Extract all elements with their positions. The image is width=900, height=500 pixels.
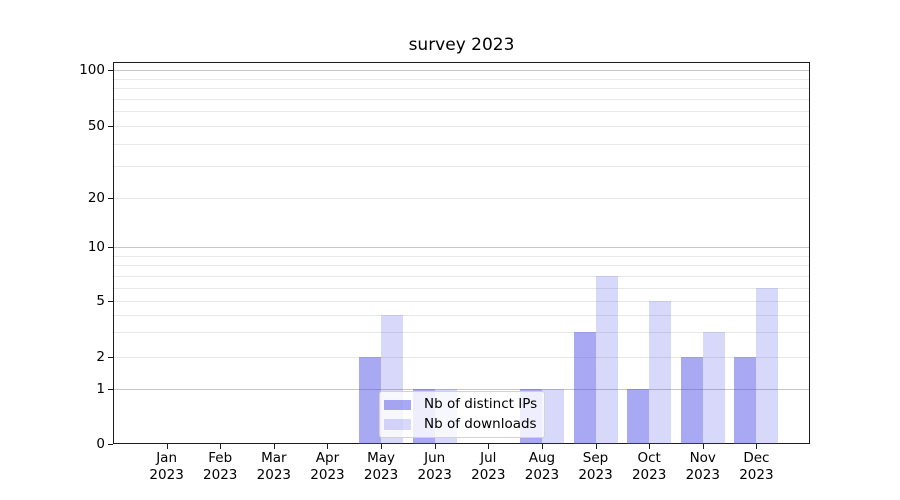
gridline-minor-7 (114, 276, 809, 277)
y-tick-label-10: 10 (87, 239, 105, 255)
gridline-minor-90 (114, 78, 809, 80)
legend-item-distinct-ips: Nb of distinct IPs (384, 395, 538, 414)
y-tick-1 (108, 389, 113, 391)
x-tick-dec (756, 444, 758, 449)
x-tick-label-feb: Feb 2023 (203, 450, 238, 483)
bar-distinct-ips-dec (734, 356, 757, 444)
x-tick-label-dec: Dec 2023 (739, 450, 774, 483)
y-tick-label-20: 20 (87, 190, 105, 207)
gridline-minor-9 (114, 255, 809, 257)
x-tick-apr (327, 444, 329, 449)
y-tick-label-5: 5 (96, 292, 105, 309)
x-tick-nov (702, 444, 704, 449)
legend-item-downloads: Nb of downloads (384, 415, 538, 434)
gridline-decade-1 (114, 389, 809, 391)
x-tick-label-nov: Nov 2023 (685, 450, 720, 483)
x-tick-label-aug: Aug 2023 (524, 450, 560, 483)
gridline-minor-8 (114, 265, 809, 267)
y-tick-label-0: 0 (96, 436, 105, 452)
x-tick-feb (220, 444, 222, 449)
legend-label-downloads: Nb of downloads (424, 415, 537, 432)
gridline-decade-10 (114, 247, 809, 248)
gridline-minor-5 (114, 300, 809, 302)
gridline-minor-20 (114, 198, 809, 200)
x-tick-label-apr: Apr 2023 (310, 450, 345, 483)
legend: Nb of distinct IPs Nb of downloads (379, 391, 545, 438)
gridline-minor-30 (114, 166, 809, 168)
x-tick-label-jun: Jun 2023 (417, 450, 452, 483)
y-tick-label-1: 1 (96, 381, 105, 398)
y-tick-5 (108, 300, 113, 302)
x-tick-label-jan: Jan 2023 (149, 450, 184, 483)
x-tick-label-jul: Jul 2023 (471, 450, 506, 483)
legend-swatch-downloads (384, 419, 411, 430)
y-tick-label-50: 50 (87, 118, 105, 134)
y-tick-100 (108, 70, 113, 71)
y-tick-20 (108, 198, 113, 200)
gridline-minor-80 (114, 88, 809, 89)
chart-title: survey 2023 (408, 35, 515, 55)
x-tick-sep (595, 444, 597, 449)
y-tick-0 (108, 444, 113, 445)
bar-downloads-oct (649, 300, 672, 444)
bar-downloads-sep (595, 276, 618, 444)
x-tick-aug (541, 444, 543, 449)
gridline-minor-40 (114, 143, 809, 145)
bar-distinct-ips-oct (627, 389, 650, 444)
x-tick-jul (488, 444, 490, 449)
gridline-minor-70 (114, 98, 809, 100)
x-tick-may (381, 444, 383, 449)
x-tick-oct (649, 444, 651, 449)
y-tick-10 (108, 247, 113, 248)
y-tick-label-2: 2 (96, 348, 105, 365)
gridline-minor-6 (114, 287, 809, 289)
x-tick-jun (434, 444, 436, 449)
x-tick-label-oct: Oct 2023 (631, 450, 667, 483)
bar-distinct-ips-nov (680, 356, 703, 444)
x-tick-jan (166, 444, 168, 449)
bar-distinct-ips-may (359, 356, 382, 444)
x-tick-label-mar: Mar 2023 (256, 450, 292, 483)
x-tick-label-sep: Sep 2023 (578, 450, 613, 483)
bar-downloads-dec (756, 287, 779, 444)
gridline-decade-100 (114, 70, 809, 71)
bar-downloads-nov (702, 331, 725, 444)
y-tick-label-100: 100 (79, 62, 105, 78)
bar-downloads-aug (541, 389, 564, 444)
gridline-minor-60 (114, 111, 809, 113)
gridline-minor-2 (114, 356, 809, 358)
x-tick-label-may: May 2023 (363, 450, 399, 483)
gridline-minor-3 (114, 331, 809, 333)
legend-label-distinct-ips: Nb of distinct IPs (424, 396, 538, 413)
y-tick-2 (108, 356, 113, 358)
gridline-minor-50 (114, 126, 809, 127)
bar-distinct-ips-sep (573, 331, 596, 444)
legend-swatch-distinct-ips (384, 399, 411, 410)
x-tick-mar (273, 444, 275, 449)
plot-area (113, 62, 810, 444)
y-tick-50 (108, 126, 113, 127)
gridline-minor-4 (114, 315, 809, 316)
